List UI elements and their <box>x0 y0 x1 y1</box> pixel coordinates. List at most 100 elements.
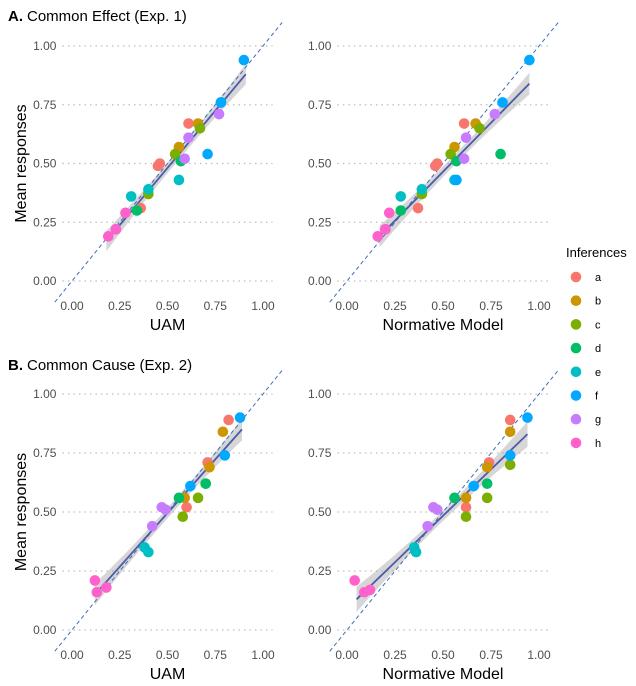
plot-2: 0.00 0.25 0.50 0.75 1.00 0.00 0.25 0.50 0.75 1.00… <box>308 22 559 334</box>
point-f <box>219 450 231 461</box>
point-a <box>458 118 470 129</box>
identity-line <box>329 370 559 652</box>
point-f <box>524 54 535 66</box>
point-f <box>522 412 533 423</box>
y-tick-label: 0.00 <box>33 274 57 288</box>
y-tick-label: 0.50 <box>33 505 57 519</box>
point-e <box>143 546 154 558</box>
point-b <box>204 461 215 473</box>
legend-item-e: e <box>570 366 601 379</box>
legend-label: b <box>595 296 601 308</box>
y-tick-label: 0.75 <box>33 98 57 112</box>
point-h <box>91 586 103 598</box>
y-tick-label: 0.00 <box>308 623 332 637</box>
y-tick-label: 1.00 <box>308 387 332 401</box>
point-a <box>412 202 424 214</box>
y-tick-label: 0.25 <box>308 215 332 229</box>
x-tick-label: 0.75 <box>204 648 228 662</box>
point-c <box>474 122 485 134</box>
legend-swatch <box>570 437 582 449</box>
legend-label: f <box>595 391 599 403</box>
point-c <box>504 459 516 471</box>
x-tick-label: 0.75 <box>479 299 503 313</box>
point-e <box>173 174 185 186</box>
plot-4: 0.00 0.25 0.50 0.75 1.00 0.00 0.25 0.50 0.75 1.00… <box>308 370 559 683</box>
legend-label: g <box>595 414 601 426</box>
legend-item-b: b <box>570 295 601 308</box>
point-d <box>395 205 407 216</box>
x-tick-label: 1.00 <box>527 648 551 662</box>
point-d <box>200 478 211 489</box>
point-a <box>223 414 234 426</box>
legend-label: e <box>595 367 601 379</box>
legend-swatch <box>570 413 582 425</box>
x-tick-label: 0.50 <box>156 648 180 662</box>
panel-a-title: A. Common Effect (Exp. 1) <box>8 8 187 25</box>
x-tick-label: 0.00 <box>60 299 84 313</box>
y-tick-label: 1.00 <box>33 39 57 53</box>
point-c <box>192 492 204 504</box>
legend-swatch <box>570 271 582 283</box>
y-tick-label: 0.50 <box>308 505 332 519</box>
point-a <box>154 158 166 169</box>
point-h <box>89 575 101 586</box>
point-d <box>173 492 185 504</box>
point-g <box>179 153 190 165</box>
point-g <box>458 153 470 165</box>
point-d <box>495 148 506 160</box>
point-f <box>215 97 227 108</box>
point-a <box>504 414 516 426</box>
x-axis-title: UAM <box>150 666 186 683</box>
y-tick-label: 0.25 <box>33 564 57 578</box>
y-axis-title: Mean responses <box>13 104 30 222</box>
point-g <box>160 504 171 515</box>
point-h <box>364 584 376 596</box>
x-tick-label: 0.00 <box>60 648 84 662</box>
point-e <box>125 191 137 202</box>
x-tick-label: 0.25 <box>383 299 407 313</box>
point-h <box>120 207 131 219</box>
point-d <box>131 205 143 216</box>
point-c <box>194 122 206 134</box>
point-f <box>468 480 480 492</box>
identity-line <box>329 22 559 303</box>
legend-item-f: f <box>570 390 599 403</box>
point-e <box>410 546 422 558</box>
plot-1: 0.00 0.25 0.50 0.75 1.00 0.00 0.25 0.50 0.75 1.00… <box>13 22 283 334</box>
x-tick-label: 1.00 <box>527 299 551 313</box>
regression-line <box>355 433 529 600</box>
point-h <box>110 224 122 235</box>
x-tick-label: 0.75 <box>204 299 228 313</box>
x-tick-label: 0.50 <box>156 299 180 313</box>
y-tick-label: 0.25 <box>308 564 332 578</box>
point-a <box>181 501 192 513</box>
point-h <box>101 582 112 593</box>
legend-title: Inferences <box>566 245 627 260</box>
panel-b-title: B. Common Cause (Exp. 2) <box>8 357 192 374</box>
point-g <box>431 504 443 515</box>
y-tick-label: 0.75 <box>33 446 57 460</box>
y-tick-label: 0.50 <box>308 157 332 171</box>
point-g <box>422 520 433 532</box>
point-a <box>431 158 443 169</box>
legend-swatch <box>570 342 582 354</box>
y-tick-label: 1.00 <box>308 39 332 53</box>
plot-3: 0.00 0.25 0.50 0.75 1.00 0.00 0.25 0.50 0.75 1.00… <box>13 370 283 683</box>
point-b <box>460 492 472 504</box>
x-tick-label: 0.75 <box>479 648 503 662</box>
x-tick-label: 1.00 <box>251 648 275 662</box>
legend-item-g: g <box>570 413 601 426</box>
legend-swatch <box>570 366 582 378</box>
x-axis-title: Normative Model <box>383 317 504 334</box>
legend-label: h <box>595 438 601 450</box>
point-b <box>504 426 516 438</box>
point-h <box>380 224 391 235</box>
point-h <box>102 231 114 242</box>
point-e <box>395 191 407 202</box>
point-f <box>234 412 246 423</box>
y-tick-label: 0.00 <box>308 274 332 288</box>
point-c <box>177 511 189 523</box>
point-f <box>504 450 516 461</box>
